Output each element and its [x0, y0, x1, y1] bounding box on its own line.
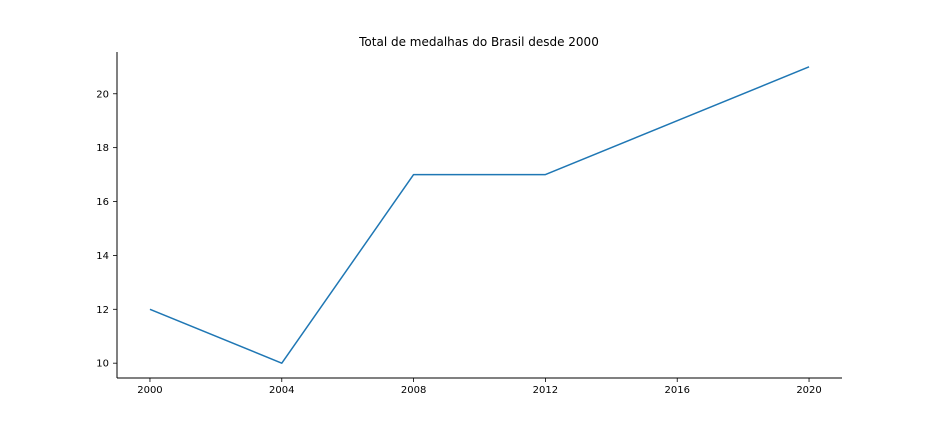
x-tick-label: 2004: [269, 385, 294, 396]
y-tick-label: 16: [96, 197, 109, 208]
x-axis: 2000 2004 2008 2012 2016 2020: [137, 378, 822, 396]
y-tick-label: 20: [96, 89, 109, 100]
y-tick-label: 10: [96, 359, 109, 370]
x-tick-label: 2008: [401, 385, 426, 396]
y-tick-label: 12: [96, 305, 109, 316]
plot-area: [149, 66, 810, 364]
x-tick-label: 2000: [137, 385, 162, 396]
y-axis: 10 12 14 16 18 20: [96, 89, 117, 370]
y-tick-label: 14: [96, 251, 109, 262]
series-line: [149, 66, 810, 364]
chart-title: Total de medalhas do Brasil desde 2000: [358, 35, 599, 49]
y-tick-label: 18: [96, 143, 109, 154]
x-tick-label: 2020: [796, 385, 821, 396]
x-tick-label: 2012: [533, 385, 558, 396]
x-tick-label: 2016: [665, 385, 690, 396]
